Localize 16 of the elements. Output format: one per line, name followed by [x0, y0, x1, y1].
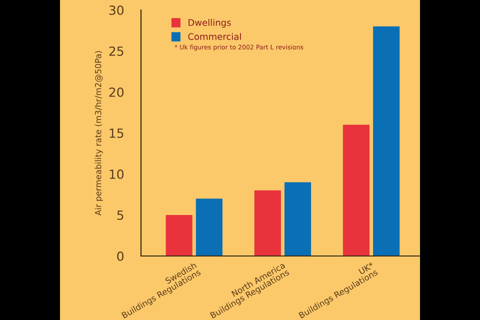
bar	[284, 182, 312, 256]
bar	[373, 26, 400, 256]
y-tick-label: 30	[109, 5, 124, 15]
y-axis-title: Air permeability rate (m3/hr/m2@50Pa)	[94, 51, 103, 216]
y-tick-label: 25	[109, 46, 124, 56]
legend-label: Commercial	[188, 33, 241, 40]
bar	[166, 215, 192, 256]
bar	[254, 190, 281, 256]
y-tick-label: 0	[117, 251, 124, 261]
y-tick-label: 10	[110, 169, 124, 179]
bar	[196, 198, 222, 256]
y-tick-label: 5	[117, 210, 124, 220]
bar	[342, 124, 370, 256]
y-tick-label: 15	[110, 128, 124, 138]
legend-label: Dwellings	[188, 18, 231, 28]
y-tick-label: 20	[109, 87, 124, 97]
